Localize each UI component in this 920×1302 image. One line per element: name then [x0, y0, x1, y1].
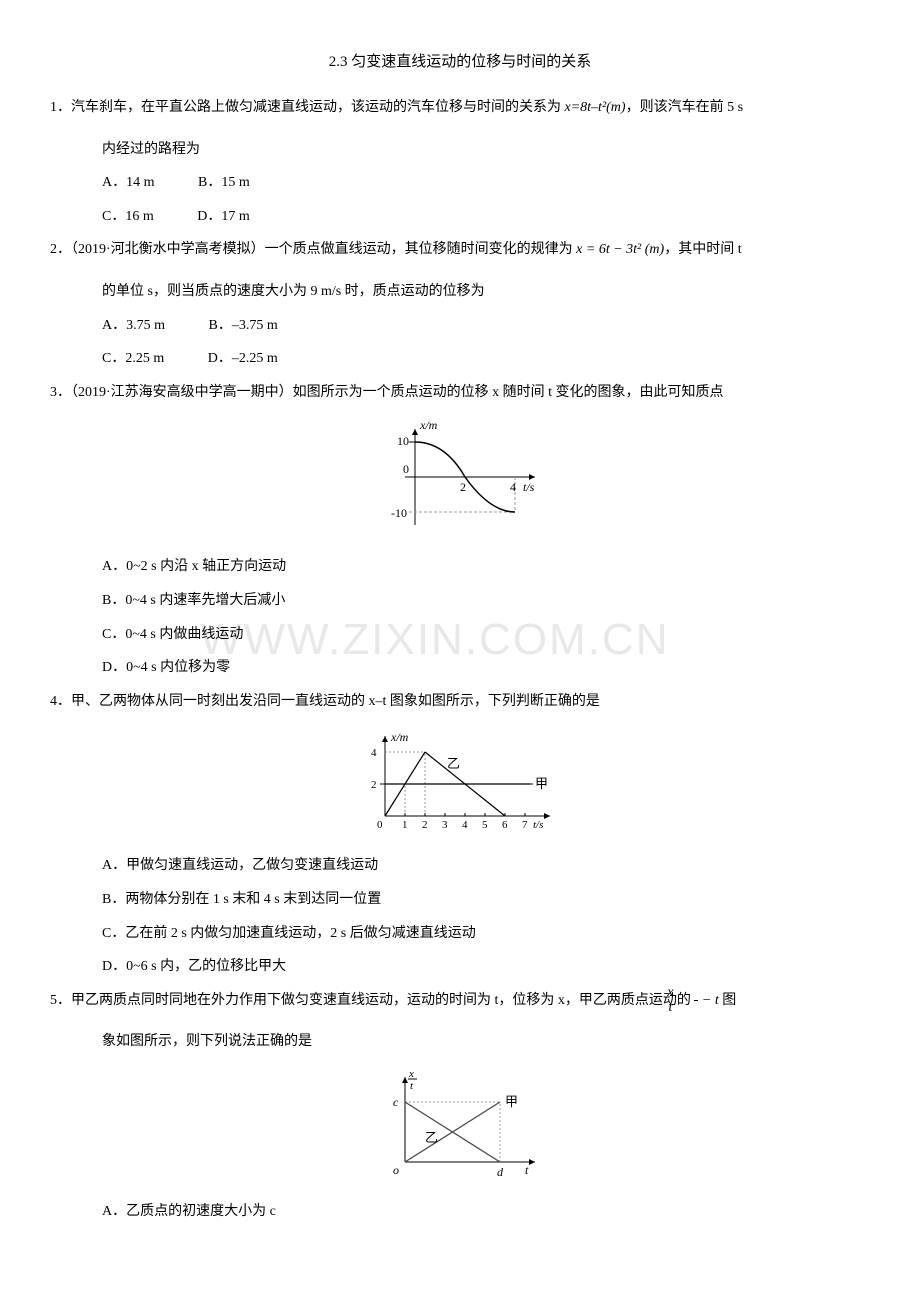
svg-text:2: 2 — [371, 779, 377, 791]
q3-opt-d: D．0~4 s 内位移为零 — [102, 660, 230, 675]
q2-num: 2． — [50, 242, 71, 257]
svg-text:0: 0 — [403, 462, 409, 476]
svg-text:0: 0 — [377, 819, 383, 831]
q3-opt-b: B．0~4 s 内速率先增大后减小 — [102, 593, 285, 608]
q4-text: 甲、乙两物体从同一时刻出发沿同一直线运动的 x–t 图象如图所示，下列判断正确的… — [71, 694, 600, 709]
svg-text:d: d — [497, 1165, 504, 1179]
q4-figure: 0 1 2 3 4 5 6 7 2 4 t/s x/m — [50, 726, 870, 841]
q1-options: A．14 m B．15 m C．16 m D．17 m — [50, 166, 870, 233]
svg-text:甲: 甲 — [535, 776, 548, 791]
svg-text:4: 4 — [462, 819, 468, 831]
svg-text:5: 5 — [482, 819, 488, 831]
q2-opt-a: A．3.75 m — [102, 309, 165, 343]
q5-options: A．乙质点的初速度大小为 c — [50, 1195, 870, 1229]
svg-text:3: 3 — [442, 819, 448, 831]
content-container: 2.3 匀变速直线运动的位移与时间的关系 1．汽车刹车，在平直公路上做匀减速直线… — [50, 50, 870, 1228]
svg-text:乙: 乙 — [425, 1130, 438, 1145]
svg-text:t/s: t/s — [523, 480, 535, 494]
q5-num: 5． — [50, 993, 71, 1008]
svg-text:x/m: x/m — [390, 730, 409, 744]
q2-formula: x = 6t − 3t² (m) — [576, 242, 664, 257]
q1-num: 1． — [50, 100, 71, 115]
svg-text:乙: 乙 — [447, 756, 460, 771]
svg-text:t/s: t/s — [533, 819, 543, 831]
q3-options: A．0~2 s 内沿 x 轴正方向运动 B．0~4 s 内速率先增大后减小 C．… — [50, 550, 870, 684]
q4-opt-d: D．0~6 s 内，乙的位移比甲大 — [102, 959, 286, 974]
q1-line2: 内经过的路程为 — [50, 133, 870, 167]
question-2: 2．（2019·河北衡水中学高考模拟）一个质点做直线运动，其位移随时间变化的规律… — [50, 233, 870, 267]
svg-text:4: 4 — [371, 747, 377, 759]
question-1: 1．汽车刹车，在平直公路上做匀减速直线运动，该运动的汽车位移与时间的关系为 x=… — [50, 91, 870, 125]
q3-chart: 10 0 -10 2 4 t/s x/m — [375, 417, 545, 537]
svg-text:6: 6 — [502, 819, 508, 831]
q3-text: （2019·江苏海安高级中学高一期中）如图所示为一个质点运动的位移 x 随时间 … — [71, 385, 724, 400]
q5-formula: xt − t — [694, 993, 718, 1008]
q4-opt-b: B．两物体分别在 1 s 末和 4 s 末到达同一位置 — [102, 892, 381, 907]
q5-figure: c d o t x t 甲 乙 — [50, 1067, 870, 1187]
q4-opt-a: A．甲做匀速直线运动，乙做匀变速直线运动 — [102, 858, 378, 873]
svg-text:x: x — [408, 1068, 414, 1080]
svg-text:10: 10 — [397, 434, 409, 448]
q5-line2: 象如图所示，则下列说法正确的是 — [50, 1025, 870, 1059]
q4-opt-c: C．乙在前 2 s 内做匀加速直线运动，2 s 后做匀减速直线运动 — [102, 926, 476, 941]
question-4: 4．甲、乙两物体从同一时刻出发沿同一直线运动的 x–t 图象如图所示，下列判断正… — [50, 685, 870, 719]
svg-text:t: t — [525, 1163, 529, 1177]
svg-text:c: c — [393, 1095, 399, 1109]
svg-text:2: 2 — [460, 480, 466, 494]
svg-text:4: 4 — [510, 480, 516, 494]
q4-num: 4． — [50, 694, 71, 709]
q1-opt-c: C．16 m — [102, 200, 154, 234]
svg-text:x/m: x/m — [419, 418, 438, 432]
svg-text:o: o — [393, 1163, 399, 1177]
svg-text:甲: 甲 — [505, 1094, 518, 1109]
q1-text-before: 汽车刹车，在平直公路上做匀减速直线运动，该运动的汽车位移与时间的关系为 — [71, 100, 565, 115]
svg-text:2: 2 — [422, 819, 428, 831]
q1-opt-b: B．15 m — [198, 166, 250, 200]
q5-chart: c d o t x t 甲 乙 — [370, 1067, 550, 1182]
q3-num: 3． — [50, 385, 71, 400]
question-5: 5．甲乙两质点同时同地在外力作用下做匀变速直线运动，运动的时间为 t，位移为 x… — [50, 984, 870, 1018]
q5-opt-a: A．乙质点的初速度大小为 c — [102, 1204, 276, 1219]
q1-text-after: ，则该汽车在前 5 s — [626, 100, 743, 115]
q4-chart: 0 1 2 3 4 5 6 7 2 4 t/s x/m — [355, 726, 565, 836]
q2-opt-c: C．2.25 m — [102, 342, 164, 376]
q4-options: A．甲做匀速直线运动，乙做匀变速直线运动 B．两物体分别在 1 s 末和 4 s… — [50, 849, 870, 983]
q2-opt-d: D．–2.25 m — [208, 342, 278, 376]
q1-opt-a: A．14 m — [102, 166, 155, 200]
svg-text:-10: -10 — [391, 506, 407, 520]
q3-opt-c: C．0~4 s 内做曲线运动 — [102, 627, 243, 642]
q2-text-before: （2019·河北衡水中学高考模拟）一个质点做直线运动，其位移随时间变化的规律为 — [71, 242, 576, 257]
document-title: 2.3 匀变速直线运动的位移与时间的关系 — [50, 50, 870, 71]
q2-opt-b: B．–3.75 m — [209, 309, 278, 343]
q3-figure: 10 0 -10 2 4 t/s x/m — [50, 417, 870, 542]
q3-opt-a: A．0~2 s 内沿 x 轴正方向运动 — [102, 559, 286, 574]
q2-text-after: ，其中时间 t — [664, 242, 741, 257]
q5-text-after: 图 — [719, 993, 737, 1008]
q1-opt-d: D．17 m — [197, 200, 250, 234]
q5-text-before: 甲乙两质点同时同地在外力作用下做匀变速直线运动，运动的时间为 t，位移为 x，甲… — [71, 993, 694, 1008]
q1-formula: x=8t–t²(m) — [565, 100, 626, 115]
svg-text:t: t — [410, 1080, 414, 1092]
q2-options: A．3.75 m B．–3.75 m C．2.25 m D．–2.25 m — [50, 309, 870, 376]
q2-line2: 的单位 s，则当质点的速度大小为 9 m/s 时，质点运动的位移为 — [50, 275, 870, 309]
question-3: 3．（2019·江苏海安高级中学高一期中）如图所示为一个质点运动的位移 x 随时… — [50, 376, 870, 410]
svg-text:1: 1 — [402, 819, 408, 831]
svg-text:7: 7 — [522, 819, 528, 831]
